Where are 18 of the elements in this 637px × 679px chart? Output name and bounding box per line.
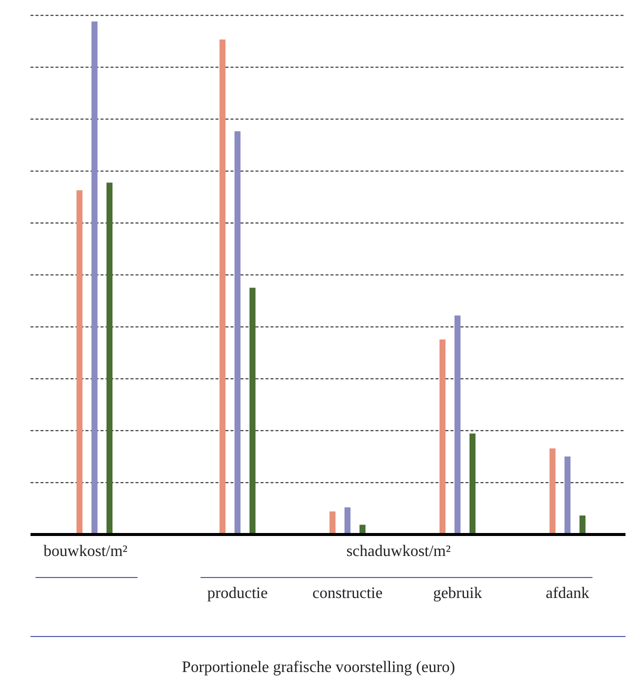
bar — [564, 456, 570, 534]
x-tick-label: bouwkost/m² — [44, 543, 128, 560]
text: schaduwkost/m² — [346, 543, 451, 560]
bar — [440, 340, 446, 534]
bar — [550, 448, 556, 534]
x-axis-title: Porportionele grafische voorstelling (euro) — [182, 659, 456, 676]
bar — [250, 288, 256, 534]
bar — [234, 131, 240, 534]
bar — [220, 39, 226, 534]
bar — [580, 516, 586, 534]
bar — [454, 315, 460, 534]
bar — [330, 511, 336, 534]
x-tick-label: constructie — [312, 585, 383, 602]
bar — [470, 433, 476, 534]
x-tick-label: gebruik — [433, 585, 482, 602]
bar — [344, 507, 350, 534]
x-tick-label: productie — [207, 585, 268, 602]
x-tick-label: afdank — [546, 585, 590, 602]
